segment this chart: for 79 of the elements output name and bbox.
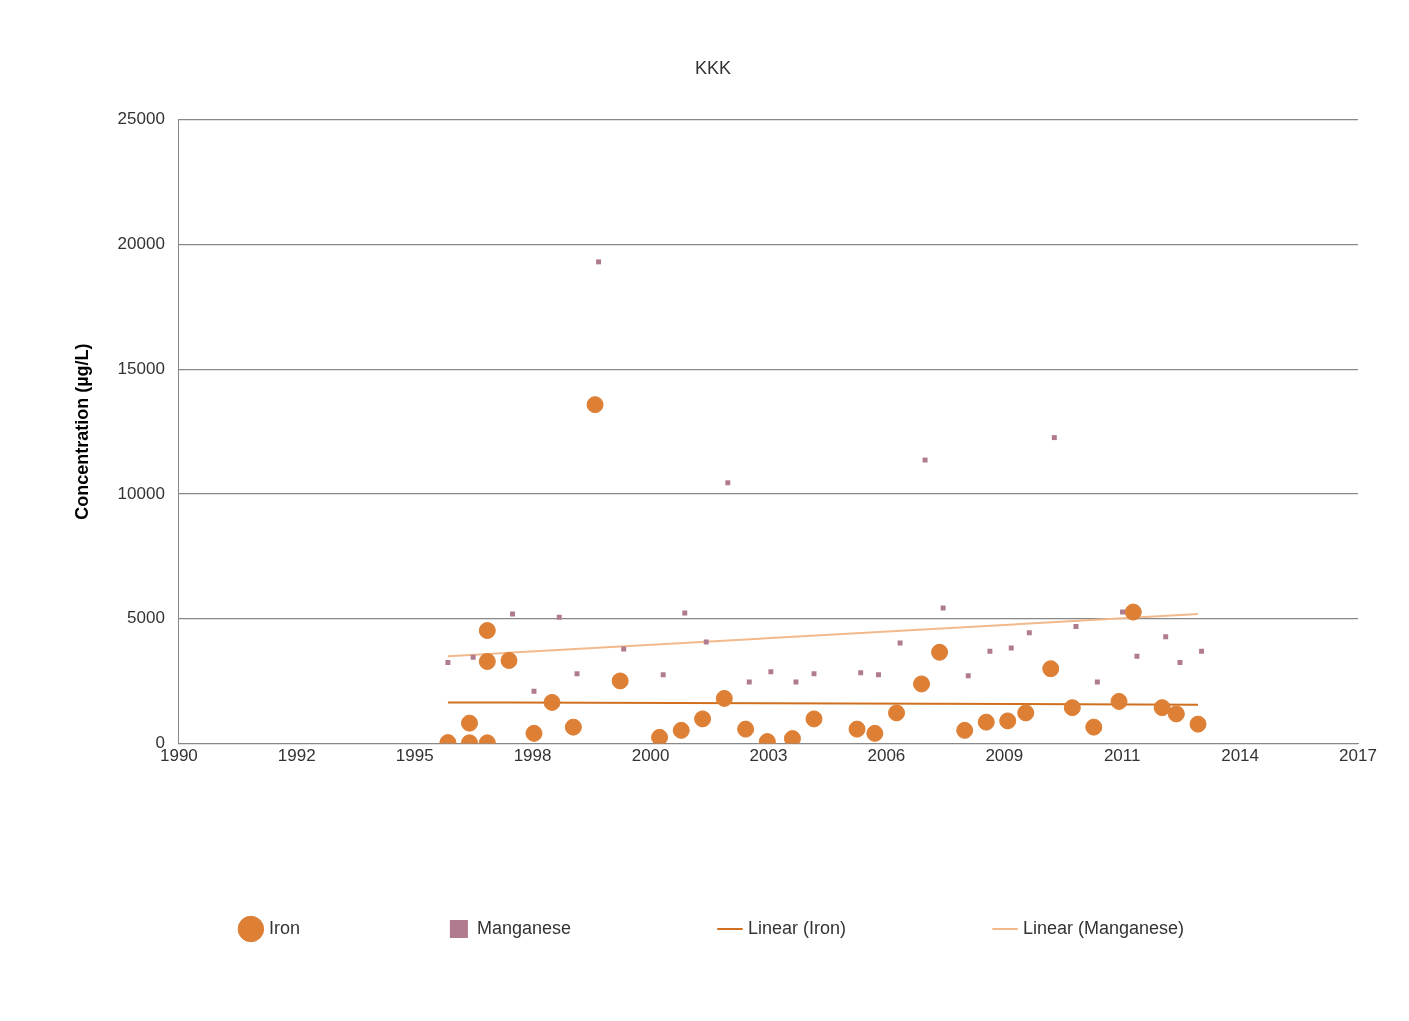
point	[1120, 609, 1126, 615]
point	[1051, 435, 1057, 441]
legend-label: Iron	[268, 917, 300, 938]
x-tick-label: 1995	[395, 746, 434, 766]
point	[461, 714, 478, 732]
point	[470, 654, 476, 660]
point	[848, 720, 866, 738]
point	[999, 712, 1017, 730]
point	[715, 689, 733, 707]
chart-title: KKK	[694, 57, 732, 78]
point	[922, 457, 928, 463]
legend-label: Manganese	[476, 917, 571, 938]
point	[1110, 692, 1128, 710]
point	[956, 721, 974, 739]
point	[888, 704, 906, 722]
point	[977, 713, 995, 731]
y-axis-title: Concentration (µg/L)	[71, 343, 92, 520]
point	[682, 610, 688, 616]
y-tick-label: 15000	[117, 358, 165, 378]
point	[1153, 699, 1171, 717]
point	[1167, 705, 1185, 723]
point	[1042, 660, 1060, 678]
point	[564, 718, 582, 736]
point	[500, 651, 518, 669]
point	[445, 660, 451, 665]
point	[805, 710, 823, 728]
x-tick-label: 2017	[1339, 746, 1377, 766]
point	[737, 720, 755, 738]
point	[1085, 718, 1103, 736]
point	[1063, 699, 1081, 717]
point	[1026, 630, 1032, 636]
x-tick-label: 2006	[867, 746, 906, 766]
point	[1177, 660, 1183, 665]
point	[478, 622, 496, 640]
point	[965, 673, 971, 679]
point	[478, 652, 496, 670]
x-tick-label: 1998	[513, 746, 552, 766]
point	[651, 728, 669, 744]
point	[793, 679, 799, 685]
point	[586, 396, 604, 414]
point	[510, 611, 516, 617]
point	[611, 672, 629, 690]
x-tick-label: 2009	[985, 746, 1024, 766]
point	[876, 672, 881, 678]
point	[1134, 653, 1140, 659]
point	[694, 710, 712, 728]
legend-label: Linear (Iron)	[747, 917, 847, 938]
point	[858, 670, 864, 676]
point	[596, 259, 602, 265]
point	[1189, 715, 1207, 733]
point	[783, 730, 801, 744]
point	[543, 693, 561, 711]
y-tick-label: 20000	[117, 234, 165, 254]
point	[987, 648, 993, 654]
point	[940, 605, 946, 611]
point	[866, 724, 884, 742]
x-tick-label: 2003	[749, 746, 788, 766]
x-tick-label: 2000	[631, 746, 670, 766]
point	[556, 614, 562, 620]
point	[768, 669, 774, 675]
point	[1199, 648, 1205, 654]
point	[660, 672, 666, 678]
y-tick-label: 5000	[127, 608, 165, 628]
point	[913, 675, 931, 693]
point	[725, 480, 731, 486]
point	[931, 643, 949, 661]
x-tick-label: 2011	[1103, 746, 1141, 766]
legend-label: Linear (Manganese)	[1023, 917, 1185, 938]
point	[1017, 704, 1035, 722]
point	[746, 679, 752, 685]
y-tick-label: 10000	[117, 483, 165, 503]
y-tick-label: 25000	[117, 109, 165, 129]
point	[525, 724, 543, 742]
x-tick-label: 1992	[277, 746, 316, 766]
point	[1094, 679, 1100, 685]
point	[672, 721, 690, 739]
point	[1124, 603, 1142, 621]
x-tick-label: 2014	[1221, 746, 1260, 766]
point	[1163, 634, 1169, 640]
